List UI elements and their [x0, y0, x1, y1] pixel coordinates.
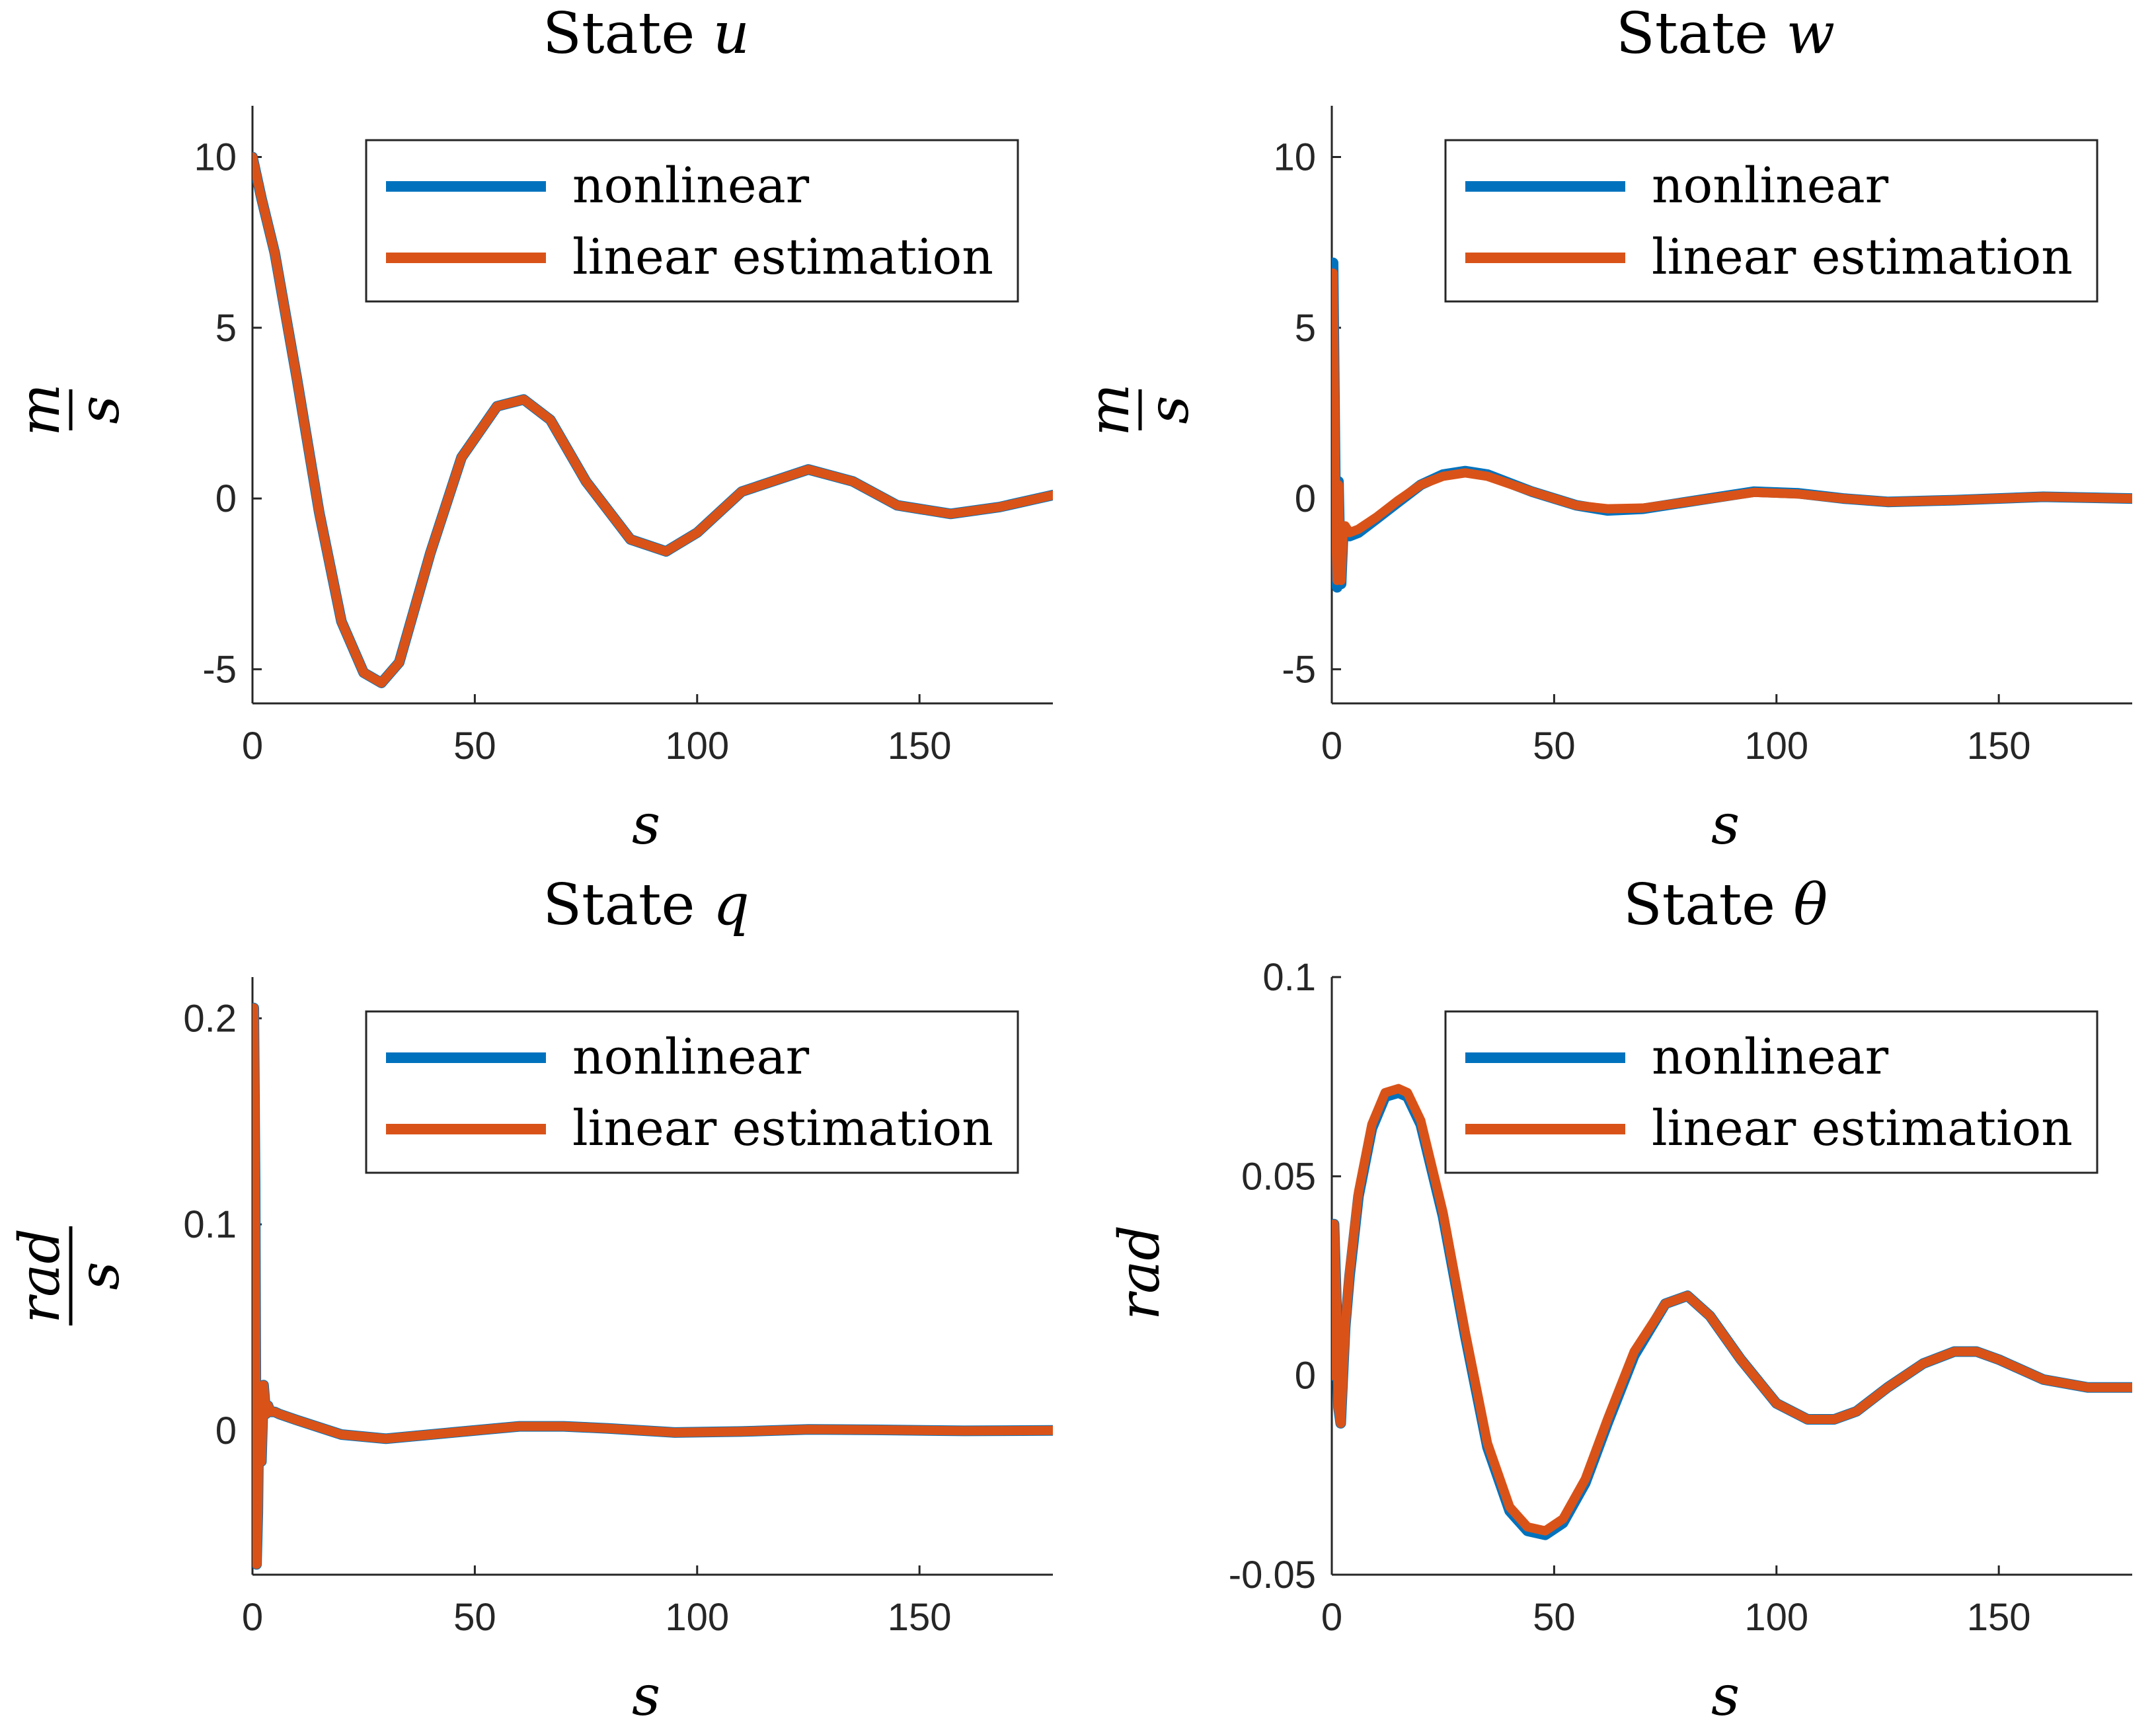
chart-title-prefix: State	[543, 1, 695, 67]
y-tick-label: -5	[202, 648, 237, 691]
y-tick-label: 0.2	[183, 997, 237, 1040]
chart-title-prefix: State	[543, 872, 695, 938]
y-tick-label: 0.1	[183, 1203, 237, 1246]
y-tick-label: 10	[1273, 136, 1316, 178]
legend: nonlinear linear estimation	[1444, 1010, 2098, 1174]
x-tick-label: 100	[1744, 725, 1808, 768]
y-axis-label-numerator: rad	[7, 1228, 72, 1323]
legend-box	[1444, 139, 2098, 303]
y-axis-label-numerator: m	[1077, 383, 1141, 436]
chart-title-variable: q	[713, 872, 750, 938]
legend-box	[1444, 1010, 2098, 1174]
x-tick-label: 150	[1967, 1596, 2031, 1639]
x-tick-label: 0	[242, 1596, 263, 1639]
y-axis-label-numerator: m	[7, 383, 72, 436]
legend-entry-label: nonlinear	[572, 1029, 810, 1085]
y-tick-label: 0.1	[1262, 956, 1316, 999]
x-tick-label: 150	[888, 725, 952, 768]
y-axis-label-denominator: s	[1136, 395, 1201, 424]
x-tick-label: 50	[453, 1596, 496, 1639]
y-axis-label-text: rad	[1107, 1225, 1172, 1320]
x-axis-label: s	[632, 1663, 660, 1728]
legend-entry-label: linear estimation	[1652, 229, 2073, 286]
x-tick-label: 50	[1533, 1596, 1576, 1639]
series-line-linear-estimation	[252, 1003, 1053, 1569]
y-axis-label-denominator: s	[67, 1261, 132, 1290]
y-axis-label: ms	[7, 383, 132, 436]
y-tick-label: 0	[1295, 477, 1316, 520]
x-tick-label: 0	[242, 725, 263, 768]
legend: nonlinear linear estimation	[365, 139, 1019, 303]
chart-title: State θ	[1623, 872, 1828, 938]
legend-entry-label: nonlinear	[572, 157, 810, 214]
chart-title-variable: w	[1786, 1, 1835, 67]
x-tick-label: 150	[1967, 725, 2031, 768]
series-line-linear-estimation	[1332, 268, 2132, 585]
series-line-linear-estimation	[252, 152, 1053, 688]
legend-entry-label: linear estimation	[572, 1100, 993, 1157]
y-tick-label: -5	[1282, 648, 1316, 691]
y-tick-label: 0	[1295, 1355, 1316, 1398]
y-tick-label: -0.05	[1229, 1554, 1316, 1597]
legend: nonlinear linear estimation	[365, 1010, 1019, 1174]
y-tick-label: 0	[215, 477, 237, 520]
x-tick-label: 100	[665, 1596, 729, 1639]
legend-box	[365, 139, 1019, 303]
y-axis-label: ms	[1077, 383, 1201, 436]
chart-title-variable: θ	[1793, 872, 1828, 938]
legend-entry-label: nonlinear	[1652, 1029, 1889, 1085]
x-tick-label: 100	[665, 725, 729, 768]
x-tick-label: 50	[1533, 725, 1576, 768]
legend-entry-label: nonlinear	[1652, 157, 1889, 214]
x-tick-label: 150	[888, 1596, 952, 1639]
chart-title: State w	[1616, 1, 1835, 67]
series-line-linear-estimation	[1332, 1084, 2132, 1536]
x-axis-label: s	[1711, 1663, 1740, 1728]
chart-title-prefix: State	[1616, 1, 1768, 67]
x-axis-label: s	[1711, 792, 1740, 857]
chart-title-prefix: State	[1623, 872, 1775, 938]
y-tick-label: 0.05	[1241, 1155, 1316, 1198]
y-axis-label: rad	[1107, 1225, 1172, 1320]
chart-title: State q	[543, 872, 750, 938]
x-axis-label: s	[632, 792, 660, 857]
x-tick-label: 50	[453, 725, 496, 768]
x-tick-label: 0	[1321, 1596, 1342, 1639]
chart-title: State u	[543, 1, 750, 67]
y-tick-label: 5	[215, 307, 237, 350]
y-tick-label: 10	[194, 136, 237, 178]
legend-box	[365, 1010, 1019, 1174]
legend-entry-label: linear estimation	[1652, 1100, 2073, 1157]
y-tick-label: 0	[215, 1409, 237, 1452]
chart-title-variable: u	[713, 1, 750, 67]
legend-entry-label: linear estimation	[572, 229, 993, 286]
y-axis-label-denominator: s	[67, 395, 132, 424]
x-tick-label: 100	[1744, 1596, 1808, 1639]
x-tick-label: 0	[1321, 725, 1342, 768]
legend: nonlinear linear estimation	[1444, 139, 2098, 303]
y-tick-label: 5	[1295, 307, 1316, 350]
